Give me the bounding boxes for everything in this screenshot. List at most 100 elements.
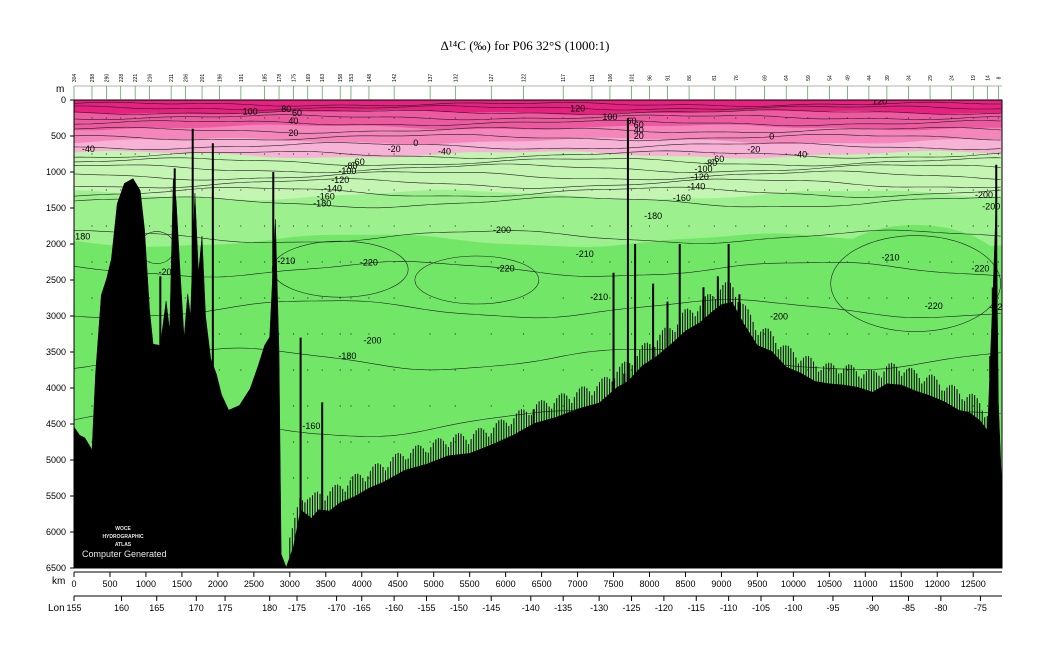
km-tick-label: 12500 xyxy=(961,579,986,589)
sample-dot xyxy=(321,117,323,119)
contour-label: -200 xyxy=(158,267,176,277)
lon-tick-label: -140 xyxy=(522,603,540,613)
sample-dot xyxy=(264,261,266,263)
sample-dot xyxy=(591,117,593,119)
sample-dot xyxy=(490,333,492,335)
sample-dot xyxy=(240,117,242,119)
depth-tick-label: 3000 xyxy=(46,311,66,321)
station-label: 39 xyxy=(885,75,891,81)
contour-line xyxy=(74,134,1001,142)
sample-dot xyxy=(929,369,931,371)
station-label: 163 xyxy=(320,74,326,83)
lon-tick-label: -135 xyxy=(554,603,572,613)
contour-label: -200 xyxy=(493,225,511,235)
km-tick-label: 9000 xyxy=(711,579,731,589)
band-core-east xyxy=(820,225,1002,335)
sample-dot xyxy=(609,261,611,263)
sample-dot xyxy=(170,117,172,119)
sample-dot xyxy=(339,153,341,155)
sample-dot xyxy=(713,153,715,155)
sample-dot xyxy=(951,297,953,299)
sample-dot xyxy=(134,153,136,155)
sample-dot xyxy=(170,153,172,155)
station-label: 191 xyxy=(239,74,245,83)
sample-dot xyxy=(609,117,611,119)
lon-tick-label: 160 xyxy=(114,603,129,613)
sample-dot xyxy=(713,117,715,119)
sample-dot xyxy=(951,261,953,263)
sample-dot xyxy=(523,297,525,299)
station-label: 101 xyxy=(630,74,636,83)
sample-dot xyxy=(987,405,989,407)
sample-dot xyxy=(609,297,611,299)
sample-dot xyxy=(828,153,830,155)
sample-dot xyxy=(393,297,395,299)
sample-dot xyxy=(562,333,564,335)
sample-dot xyxy=(339,261,341,263)
sample-dot xyxy=(987,189,989,191)
sample-dot xyxy=(184,225,187,227)
contour-line xyxy=(74,170,1001,181)
sample-dot xyxy=(490,369,492,371)
sample-dot xyxy=(307,189,309,191)
station-label: 19 xyxy=(971,75,977,81)
sample-dot xyxy=(184,117,187,119)
lon-tick-label: -85 xyxy=(902,603,915,613)
sample-dot xyxy=(846,153,848,155)
sample-dot xyxy=(321,369,323,371)
sample-dot xyxy=(764,297,766,299)
sample-dot xyxy=(454,153,456,155)
sample-dot xyxy=(828,117,830,119)
sample-dot xyxy=(91,261,93,263)
sample-dot xyxy=(951,153,953,155)
sample-dot xyxy=(339,297,341,299)
watermark-line-3: ATLAS xyxy=(115,542,132,548)
contour-label: -60 xyxy=(711,154,724,164)
sample-dot xyxy=(764,261,766,263)
sample-dot xyxy=(688,225,690,227)
lon-tick-label: -145 xyxy=(482,603,500,613)
sample-dot xyxy=(951,189,953,191)
depth-tick-label: 500 xyxy=(51,131,66,141)
sample-dot xyxy=(666,189,669,191)
sample-dot xyxy=(292,261,295,263)
sample-dot xyxy=(562,405,564,407)
station-label: 206 xyxy=(184,74,190,83)
sample-dot xyxy=(907,189,910,191)
sample-dot xyxy=(972,117,974,119)
sample-dot xyxy=(120,189,122,191)
contour-line xyxy=(74,178,1001,189)
sample-dot xyxy=(278,297,280,299)
contour-label: -160 xyxy=(302,421,320,431)
sample-dot xyxy=(562,261,564,263)
sample-dot xyxy=(339,477,341,479)
sample-dot xyxy=(321,297,323,299)
lon-tick-label: -75 xyxy=(974,603,987,613)
sample-dot xyxy=(278,117,280,119)
sample-dot xyxy=(201,189,203,191)
contour-line xyxy=(74,114,1001,121)
station-label: 86 xyxy=(687,75,693,81)
sample-dot xyxy=(523,189,525,191)
contour-line xyxy=(74,142,1001,151)
sample-dot xyxy=(846,297,848,299)
contour-label: -80 xyxy=(704,158,717,168)
sample-dot xyxy=(218,225,220,227)
sample-dot xyxy=(278,261,280,263)
sample-dot xyxy=(218,261,220,263)
contour-label: -200 xyxy=(363,335,381,345)
sample-dot xyxy=(292,153,295,155)
sample-dot xyxy=(764,117,766,119)
sample-dot xyxy=(350,297,352,299)
sample-dot xyxy=(929,189,931,191)
contour-line xyxy=(74,196,1001,209)
contour-label: -210 xyxy=(576,249,594,259)
sample-dot xyxy=(997,117,1000,119)
sample-dot xyxy=(321,333,323,335)
sample-dot xyxy=(591,153,593,155)
sample-dot xyxy=(292,405,295,407)
lon-tick-label: -80 xyxy=(934,603,947,613)
contour-label: 0 xyxy=(769,132,774,142)
km-tick-label: 1500 xyxy=(172,579,192,589)
contour-label: -40 xyxy=(794,150,807,160)
